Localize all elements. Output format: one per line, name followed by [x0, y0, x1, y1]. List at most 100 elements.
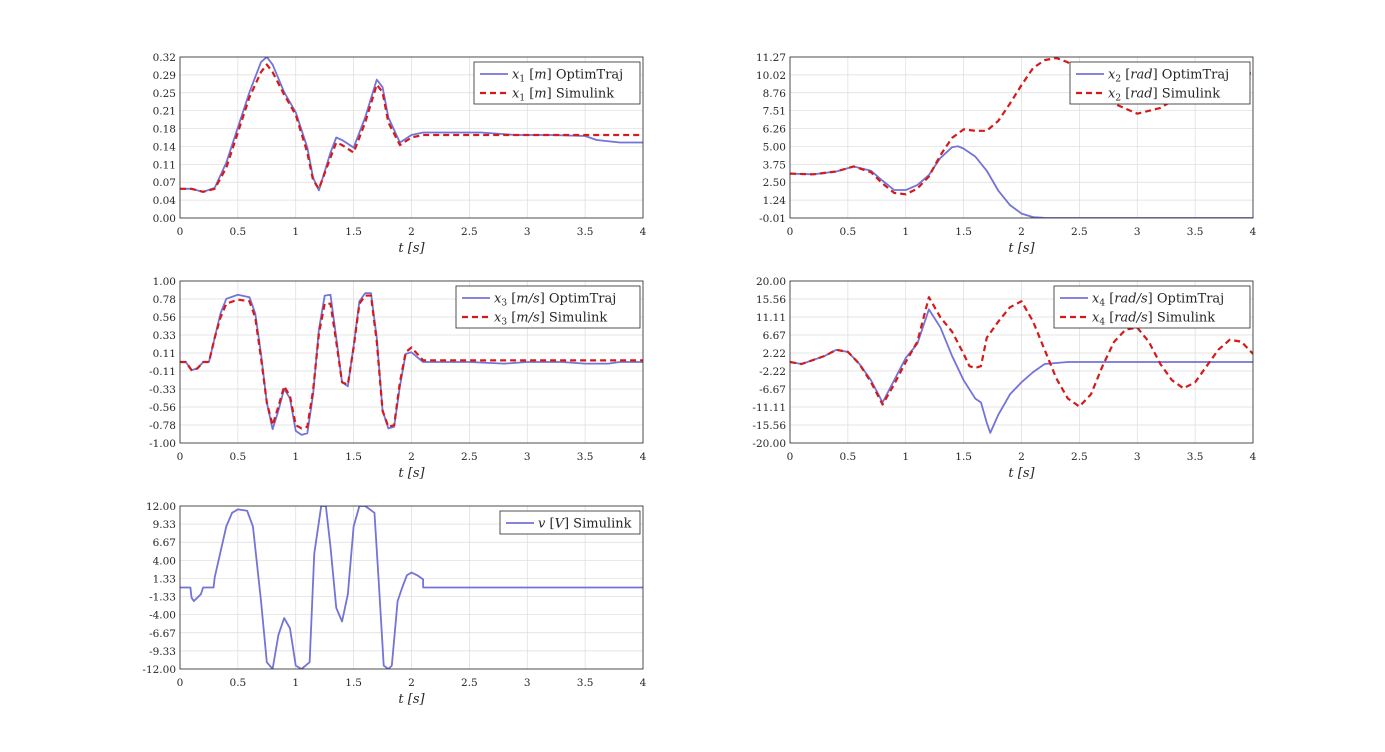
x-tick-label: 4 [1250, 226, 1257, 238]
x-tick-label: 4 [640, 451, 647, 463]
x-tick-label: 3 [524, 226, 531, 238]
y-tick-label: 0.32 [153, 52, 176, 64]
legend-box [455, 285, 641, 329]
y-tick-label: -4.00 [149, 610, 176, 622]
x-tick-label: 2.5 [1071, 226, 1088, 238]
series-line-x2-1 [790, 57, 1253, 196]
legend: x1 [m] OptimTraj x1 [m] Simulink [473, 61, 641, 105]
x-tick-label: 4 [1250, 451, 1257, 463]
x-tick-label: 2.5 [461, 677, 478, 689]
chart-x3: 0 0.5 1 1.5 2 2.5 3 3.5 4 -1.00 -0.78 -0.56 -0.33 -0.… [149, 276, 647, 481]
y-tick-label: 9.33 [153, 519, 176, 531]
y-tick-label: 11.27 [756, 52, 786, 64]
axes-frame [789, 280, 1254, 444]
legend-box [499, 510, 641, 535]
x-tick-label: 3 [1134, 451, 1141, 463]
legend-entry: x4 [rad/s] OptimTraj [1092, 292, 1224, 309]
legend-box [1069, 61, 1251, 105]
x-tick-label: 2.5 [461, 451, 478, 463]
legend-entry: x3 [m/s] OptimTraj [494, 292, 616, 309]
x-axis-label: t [s] [1008, 466, 1035, 481]
x-tick-label: 3.5 [577, 226, 594, 238]
x-tick-label: 1.5 [955, 226, 972, 238]
series-line-v-0 [180, 506, 643, 669]
legend-entry: x1 [m] OptimTraj [512, 68, 623, 85]
y-tick-label: 5.00 [763, 141, 786, 153]
chart-x2: 0 0.5 1 1.5 2 2.5 3 3.5 4 -0.01 1.24 2.50 3.75 5.00 6.… [756, 52, 1257, 256]
x-tick-label: 1.5 [345, 451, 362, 463]
y-tick-label: -11.11 [752, 402, 786, 414]
y-tick-label: 0.25 [153, 88, 176, 100]
y-tick-label: 6.67 [763, 330, 786, 342]
y-tick-label: 3.75 [763, 159, 786, 171]
y-tick-label: 20.00 [756, 276, 786, 288]
x-tick-label: 0.5 [840, 451, 857, 463]
x-tick-label: 2 [1018, 451, 1025, 463]
y-tick-label: 1.33 [153, 573, 176, 585]
x-axis-label: t [s] [398, 466, 425, 481]
legend-box [473, 61, 641, 105]
x-tick-label: 0.5 [230, 226, 247, 238]
y-tick-label: 8.76 [763, 88, 787, 100]
y-tick-label: 6.26 [763, 124, 787, 136]
y-tick-label: 7.51 [763, 106, 786, 118]
legend-entry: x2 [rad] OptimTraj [1108, 68, 1229, 85]
series-line-x3-1 [180, 294, 643, 430]
x-tick-label: 3.5 [1187, 451, 1204, 463]
y-tick-label: 1.00 [153, 276, 176, 288]
y-tick-label: -2.22 [759, 366, 786, 378]
x-tick-label: 3 [1134, 226, 1141, 238]
x-tick-label: 0.5 [230, 677, 247, 689]
series-line-x1-1 [180, 63, 643, 193]
axes-frame [179, 505, 644, 670]
legend: x3 [m/s] OptimTraj x3 [m/s] Simulink [455, 285, 641, 329]
y-tick-label: 15.56 [756, 294, 786, 306]
y-tick-label: 4.00 [153, 555, 176, 567]
y-tick-label: -1.33 [149, 592, 176, 604]
y-tick-label: -15.56 [752, 420, 786, 432]
x-tick-label: 0.5 [230, 451, 247, 463]
legend: x4 [rad/s] OptimTraj x4 [rad/s] Simulink [1053, 285, 1251, 329]
chart-v: 0 0.5 1 1.5 2 2.5 3 3.5 4 -12.00 -9.33 -6.67 -4.00 -1… [142, 501, 646, 707]
x-tick-label: 2 [1018, 226, 1025, 238]
y-tick-label: 0.00 [153, 213, 176, 225]
y-tick-label: 0.18 [153, 124, 176, 136]
legend-entry: x4 [rad/s] Simulink [1092, 311, 1215, 328]
y-tick-label: 0.07 [153, 177, 176, 189]
x-tick-label: 2 [408, 226, 415, 238]
y-tick-label: 6.67 [153, 537, 176, 549]
x-tick-label: 3.5 [1187, 226, 1204, 238]
y-tick-label: -6.67 [759, 384, 786, 396]
x-tick-label: 1 [292, 226, 299, 238]
series-line-x4-1 [790, 296, 1253, 408]
chart-x1: 0 0.5 1 1.5 2 2.5 3 3.5 4 0.00 0.04 0.07 0.11 0.14 0.1… [153, 52, 647, 256]
legend-entry: x3 [m/s] Simulink [494, 311, 607, 328]
y-tick-label: 0.11 [153, 348, 176, 360]
x-tick-label: 2.5 [461, 226, 478, 238]
x-axis-label: t [s] [398, 241, 425, 256]
series-line-x1-0 [180, 57, 643, 193]
x-tick-label: 1 [902, 226, 909, 238]
x-tick-label: 0.5 [840, 226, 857, 238]
x-tick-label: 2 [408, 451, 415, 463]
y-tick-label: 2.50 [763, 177, 786, 189]
legend-entry: v [V] Simulink [538, 517, 632, 532]
x-tick-label: 0 [787, 226, 794, 238]
x-tick-label: 0 [177, 226, 184, 238]
x-tick-label: 0 [177, 677, 184, 689]
x-tick-label: 1.5 [955, 451, 972, 463]
y-tick-label: 0.33 [153, 330, 176, 342]
axes-frame [179, 280, 644, 444]
x-tick-label: 1.5 [345, 226, 362, 238]
y-tick-label: -12.00 [142, 664, 176, 676]
x-tick-label: 4 [640, 226, 647, 238]
x-axis-label: t [s] [1008, 241, 1035, 256]
legend: x2 [rad] OptimTraj x2 [rad] Simulink [1069, 61, 1251, 105]
y-tick-label: 10.02 [756, 70, 786, 82]
x-tick-label: 1 [902, 451, 909, 463]
x-tick-label: 0 [177, 451, 184, 463]
y-tick-label: 12.00 [146, 501, 176, 513]
legend-entry: x2 [rad] Simulink [1108, 87, 1220, 104]
x-tick-label: 3.5 [577, 677, 594, 689]
axes-frame [789, 56, 1254, 219]
